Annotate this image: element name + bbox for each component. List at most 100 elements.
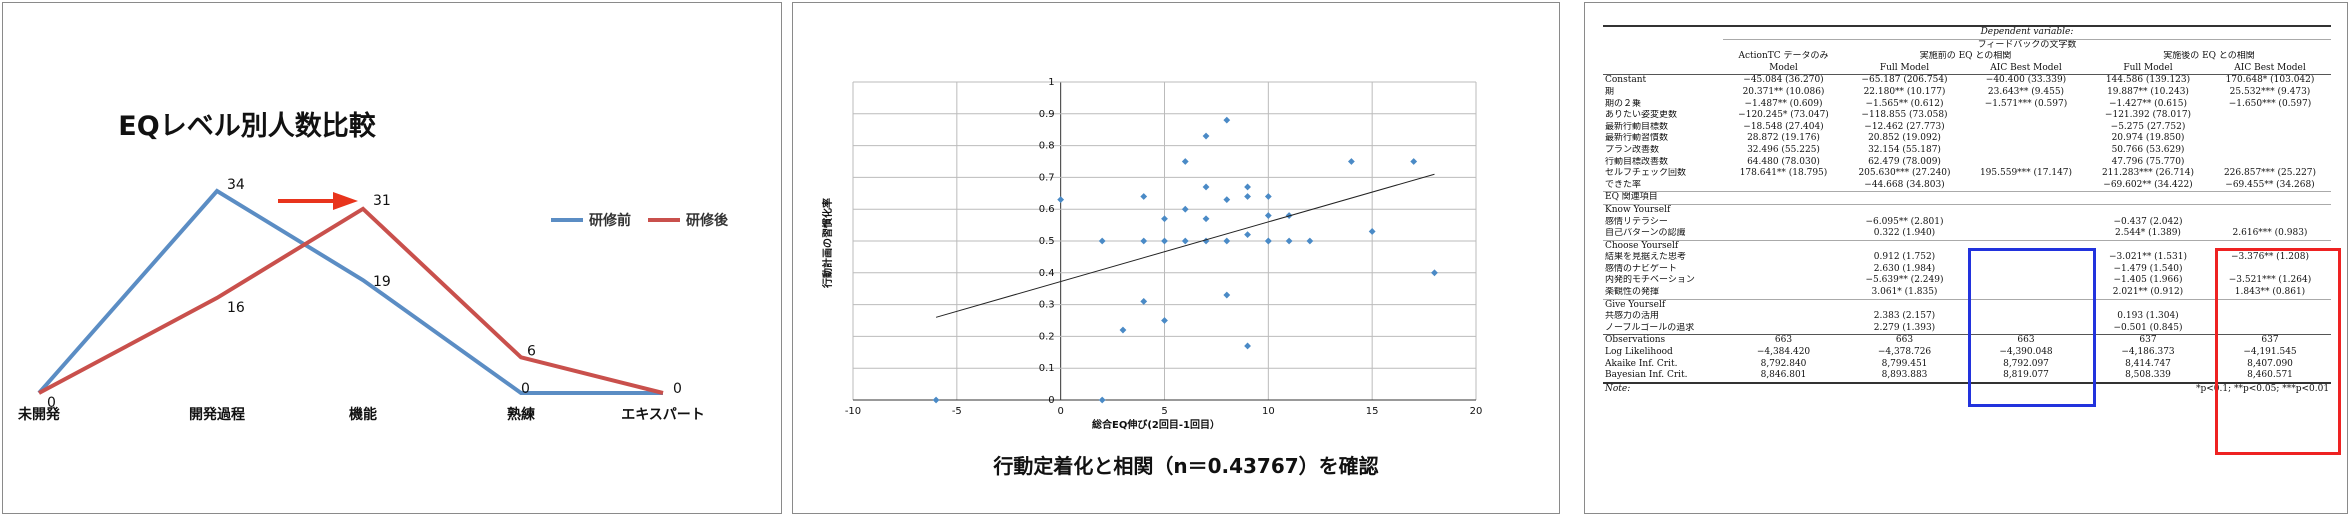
table-cell: −0.501 (0.845) xyxy=(2113,322,2183,333)
data-label: 0 xyxy=(673,381,682,397)
table-cell xyxy=(2209,192,2331,205)
table-cell xyxy=(1723,287,1844,299)
table-cell: 178.641** (18.795) xyxy=(1739,168,1828,179)
table-row: セルフチェック回数 178.641** (18.795) 205.630*** (2… xyxy=(1603,168,2331,180)
table-cell: 2.021** (0.912) xyxy=(2112,287,2184,298)
table-row: 期の２乗 −1.487** (0.609) −1.565** (0.612) −1.5… xyxy=(1603,99,2331,111)
table-cell xyxy=(2087,299,2209,311)
table-cell xyxy=(1965,228,2087,240)
y-tick-label: 0.4 xyxy=(1039,268,1055,279)
line-chart-title: EQレベル別人数比較 xyxy=(118,110,376,142)
x-tick-label: 10 xyxy=(1262,406,1275,417)
model-header: AIC Best Model xyxy=(2234,62,2306,73)
y-tick-label: 0.5 xyxy=(1039,236,1055,247)
scatter-point xyxy=(1098,396,1106,404)
row-label: 感情のナビゲート xyxy=(1605,263,1678,274)
highlight-box-blue xyxy=(1968,248,2096,407)
scatter-point xyxy=(1431,269,1438,277)
x-tick-label: 20 xyxy=(1470,406,1483,417)
table-cell: 2.616*** (0.983) xyxy=(2232,228,2308,239)
table-cell: 20.974 (19.850) xyxy=(2111,133,2185,144)
x-tick-label: 未開発 xyxy=(18,406,61,423)
table-row: 最新行動目標数 −18.548 (27.404) −12.462 (27.773) −… xyxy=(1603,122,2331,134)
row-label: Log Likelihood xyxy=(1605,347,1673,358)
table-cell: 32.154 (55.187) xyxy=(1868,144,1941,155)
row-label: Constant xyxy=(1605,75,1647,86)
scatter-point xyxy=(1202,183,1210,191)
data-label: 6 xyxy=(527,343,536,359)
scatter-point xyxy=(1223,291,1231,299)
table-cell xyxy=(1723,228,1844,240)
scatter-point xyxy=(1244,231,1251,239)
x-tick-label: 開発過程 xyxy=(189,406,245,423)
table-row: Akaike Inf. Crit. 8,792.840 8,799.451 8,792… xyxy=(1603,359,2331,371)
model-header: Model xyxy=(1769,62,1798,73)
scatter-caption: 行動定着化と相関（n＝0.43767）を確認 xyxy=(992,454,1378,478)
scatter-point xyxy=(1057,196,1065,204)
scatter-point xyxy=(1119,326,1127,334)
table-cell xyxy=(2209,122,2331,134)
table-cell xyxy=(1844,192,1965,205)
table-cell: 170.648* (103.042) xyxy=(2225,75,2315,86)
row-label: できた率 xyxy=(1605,179,1642,190)
table-cell xyxy=(1723,275,1844,287)
table-cell: 195.559*** (17.147) xyxy=(1979,168,2073,179)
table-cell: 20.852 (19.092) xyxy=(1868,133,1941,144)
table-row: 内発的モチベーション −5.639** (2.249) −1.405 (1.966)… xyxy=(1603,275,2331,287)
table-cell: −65.187 (206.754) xyxy=(1861,75,1948,86)
row-label: 期 xyxy=(1605,86,1615,97)
scatter-point xyxy=(1264,212,1272,219)
row-label: 楽観性の発揮 xyxy=(1605,287,1660,298)
row-label: Give Yourself xyxy=(1605,299,1666,310)
table-cell: −4,186.373 xyxy=(2121,347,2175,358)
y-tick-label: 0.6 xyxy=(1039,204,1055,215)
series-line-after xyxy=(38,206,664,395)
table-cell: −118.855 (73.058) xyxy=(1861,110,1948,121)
table-cell: 25.532*** (9.473) xyxy=(2229,86,2311,97)
table-cell xyxy=(1844,299,1965,311)
table-cell: −69.602** (34.422) xyxy=(2103,179,2193,190)
table-cell: 23.643** (9.455) xyxy=(1987,86,2065,97)
row-label: ノーブルゴールの追求 xyxy=(1605,322,1695,333)
legend: 研修前 研修後 xyxy=(551,212,729,229)
table-cell: −1.479 (1.540) xyxy=(2113,263,2183,274)
table-cell: 2.630 (1.984) xyxy=(1873,263,1936,274)
table-cell: 32.496 (55.225) xyxy=(1747,144,1820,155)
table-row: Give Yourself xyxy=(1603,299,2331,311)
table-cell xyxy=(2209,110,2331,122)
data-label: 0 xyxy=(521,381,530,397)
trend-line xyxy=(935,173,1435,318)
table-cell xyxy=(1965,110,2087,122)
table-cell: 1.843** (0.861) xyxy=(2234,287,2306,298)
table-cell: 0.193 (1.304) xyxy=(2117,311,2179,322)
table-cell xyxy=(1723,192,1844,205)
scatter-point xyxy=(1244,193,1251,200)
table-cell xyxy=(1844,240,1965,252)
table-cell: 637 xyxy=(2139,335,2157,346)
table-cell xyxy=(2087,192,2209,205)
table-cell: 8,407.090 xyxy=(2247,358,2293,369)
row-label: ありたい姿変更数 xyxy=(1605,110,1678,121)
x-tick-label: -5 xyxy=(952,406,962,417)
table-row: Log Likelihood −4,384.420 −4,378.726 −4,390… xyxy=(1603,347,2331,359)
row-label: Know Yourself xyxy=(1605,204,1671,215)
table-cell: 28.872 (19.176) xyxy=(1747,133,1820,144)
row-label: 行動目標改善数 xyxy=(1605,156,1669,167)
group-header: 実施後の EQ との相関 xyxy=(2163,51,2255,62)
y-tick-label: 0.1 xyxy=(1039,363,1055,374)
table-cell: 144.586 (139.123) xyxy=(2105,75,2191,86)
highlight-box-red xyxy=(2215,248,2341,455)
scatter-point xyxy=(1264,237,1272,245)
table-cell: 22.180** (10.177) xyxy=(1863,86,1946,97)
table-row: 行動目標改善数 64.480 (78.030) 62.479 (78.009) 47.… xyxy=(1603,157,2331,169)
table-row: 最新行動習慣数 28.872 (19.176) 20.852 (19.092) 20.… xyxy=(1603,133,2331,145)
table-cell xyxy=(2087,240,2209,252)
table-row: 感情リテラシー −6.095** (2.801) −0.437 (2.042) xyxy=(1603,217,2331,229)
table-cell xyxy=(1723,240,1844,252)
table-cell xyxy=(2209,217,2331,229)
scatter-point xyxy=(932,396,940,404)
table-row: 期 20.371** (10.086) 22.180** (10.177) 23.64… xyxy=(1603,87,2331,99)
scatter-point xyxy=(1161,317,1168,324)
table-cell: −6.095** (2.801) xyxy=(1865,216,1944,227)
row-label: 自己パターンの認識 xyxy=(1605,228,1686,239)
